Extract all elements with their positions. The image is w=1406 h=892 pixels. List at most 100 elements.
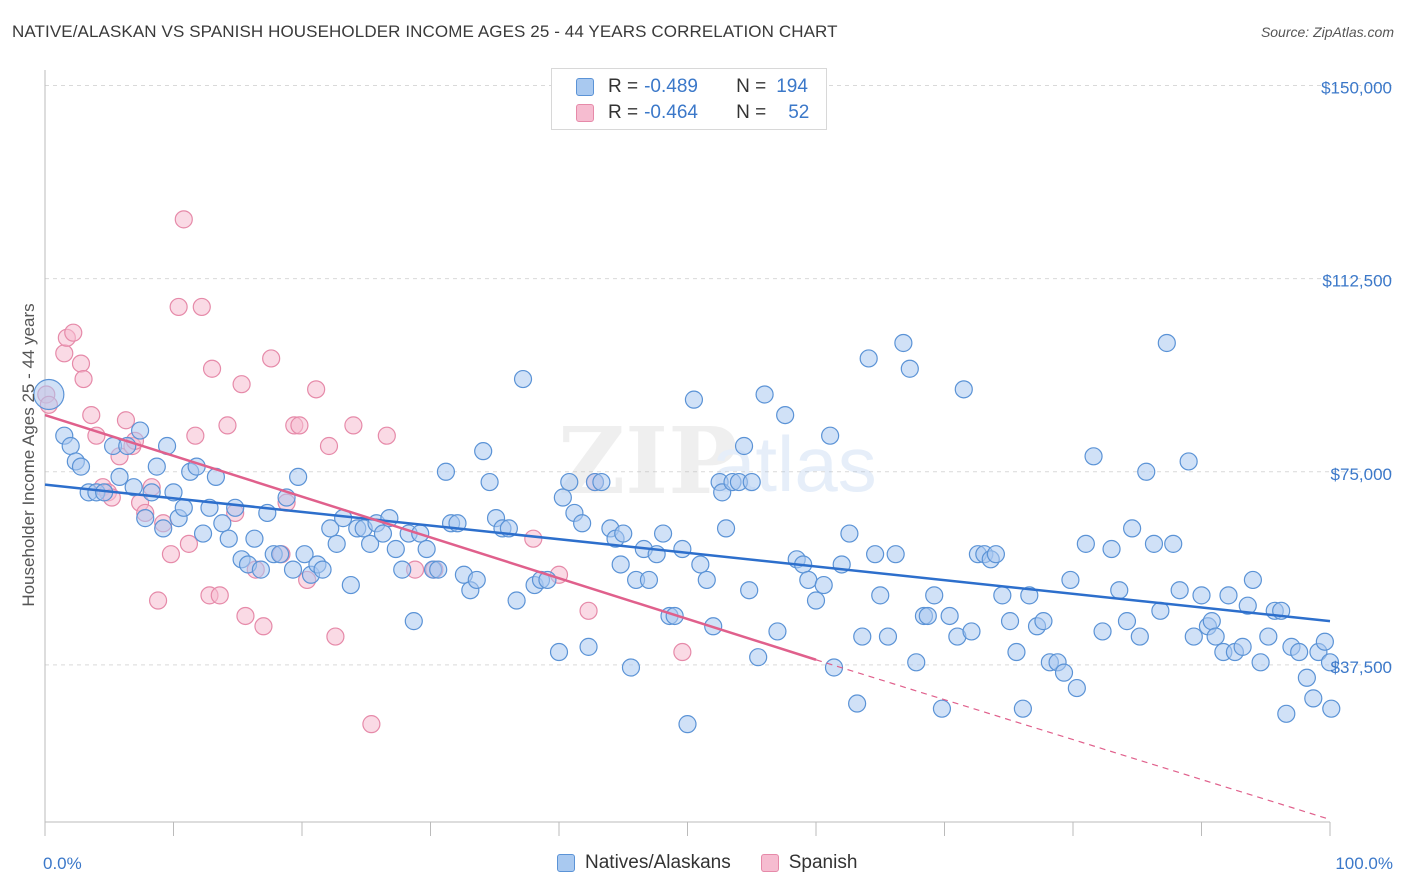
series-legend: Natives/Alaskans Spanish	[557, 852, 887, 874]
native-point	[1297, 668, 1316, 687]
correlation-legend: R = -0.489 N = 194 R = -0.464 N = 52	[551, 68, 827, 130]
legend-item-spanish: Spanish	[760, 852, 858, 874]
native-point	[840, 524, 859, 543]
native-point	[848, 694, 867, 713]
trend-lines	[44, 413, 1331, 820]
native-point	[1137, 462, 1156, 481]
legend-label-spanish: Spanish	[788, 852, 858, 873]
native-point	[986, 545, 1006, 564]
native-point	[1007, 642, 1026, 662]
native-point	[136, 509, 155, 528]
native-point	[321, 519, 340, 538]
spanish-point	[326, 627, 345, 646]
native-point	[373, 524, 393, 543]
spanish-point	[169, 297, 188, 317]
spanish-point	[148, 591, 168, 610]
spanish-trend-line	[44, 413, 817, 661]
native-point	[553, 488, 572, 507]
spanish-swatch	[576, 104, 594, 122]
spanish-point	[202, 359, 222, 378]
n-label: N =	[736, 76, 767, 97]
spanish-point	[161, 545, 181, 564]
spanish-point	[82, 405, 101, 425]
native-point	[289, 467, 308, 487]
native-point	[386, 539, 405, 559]
spanish-point	[319, 436, 339, 456]
native-point	[894, 333, 913, 353]
native-point	[283, 560, 303, 579]
native-point	[1304, 689, 1323, 708]
spanish-point	[71, 354, 91, 373]
native-point	[1202, 612, 1221, 631]
native-point	[1219, 586, 1238, 605]
native-point	[814, 575, 833, 595]
native-point	[886, 545, 905, 564]
native-point	[124, 478, 143, 497]
native-point	[1259, 627, 1278, 646]
native-point	[821, 426, 840, 445]
native-point	[1290, 642, 1309, 662]
native-point	[755, 385, 774, 404]
native-point	[147, 457, 166, 476]
spanish-point	[174, 210, 193, 229]
native-point	[1184, 627, 1203, 646]
native-point	[776, 405, 795, 425]
native-point	[918, 606, 937, 626]
spanish-point	[116, 411, 136, 430]
native-point	[573, 514, 592, 533]
spanish-point	[290, 416, 309, 435]
native-point	[417, 539, 436, 559]
native-point	[639, 570, 659, 590]
native-point	[1020, 586, 1039, 605]
native-point	[61, 436, 80, 456]
y-tick-label: $112,500	[1322, 272, 1392, 291]
native-point	[1206, 627, 1225, 646]
native-point	[1157, 333, 1176, 353]
native-point	[174, 498, 193, 517]
native-point	[579, 637, 598, 656]
r-value: -0.489	[644, 76, 698, 97]
spanish-point	[579, 601, 598, 620]
native-point	[684, 390, 704, 409]
axes	[44, 70, 1331, 836]
spanish-point	[262, 349, 281, 368]
x-tick-labels: 0.0% 100.0%	[43, 854, 1393, 873]
source-note: Source: ZipAtlas.com	[1260, 24, 1394, 40]
native-point	[110, 467, 129, 487]
native-point	[33, 378, 65, 411]
native-point	[907, 653, 926, 672]
y-tick-label: $37,500	[1331, 658, 1392, 677]
native-point	[697, 570, 716, 590]
native-point	[1000, 612, 1020, 631]
spanish-point	[673, 642, 692, 662]
native-point	[480, 472, 499, 492]
native-point	[1076, 534, 1095, 553]
spanish-point	[236, 606, 255, 626]
native-point	[71, 457, 91, 476]
spanish-point	[55, 344, 74, 363]
spanish-point	[344, 416, 363, 435]
native-point	[859, 349, 878, 368]
native-point	[1102, 539, 1121, 559]
native-point	[1164, 534, 1183, 553]
y-tick-labels: $37,500 $75,000 $112,500 $150,000	[1321, 78, 1392, 676]
native-point	[341, 575, 360, 595]
native-point	[653, 524, 673, 543]
spanish-point	[307, 380, 326, 399]
chart-title: NATIVE/ALASKAN VS SPANISH HOUSEHOLDER IN…	[12, 22, 838, 41]
native-point	[1093, 622, 1112, 641]
native-point	[962, 622, 981, 641]
native-point	[271, 545, 290, 564]
r-label: R =	[608, 102, 639, 123]
native-point	[932, 699, 952, 718]
native-point	[1170, 581, 1189, 600]
native-point	[993, 586, 1012, 605]
spanish-point	[210, 586, 229, 605]
native-point	[1233, 637, 1252, 656]
spanish-point	[64, 323, 83, 342]
native-point	[691, 555, 710, 574]
native-point	[614, 524, 633, 543]
native-point	[560, 472, 579, 492]
watermark-zip: ZIP	[558, 407, 737, 515]
